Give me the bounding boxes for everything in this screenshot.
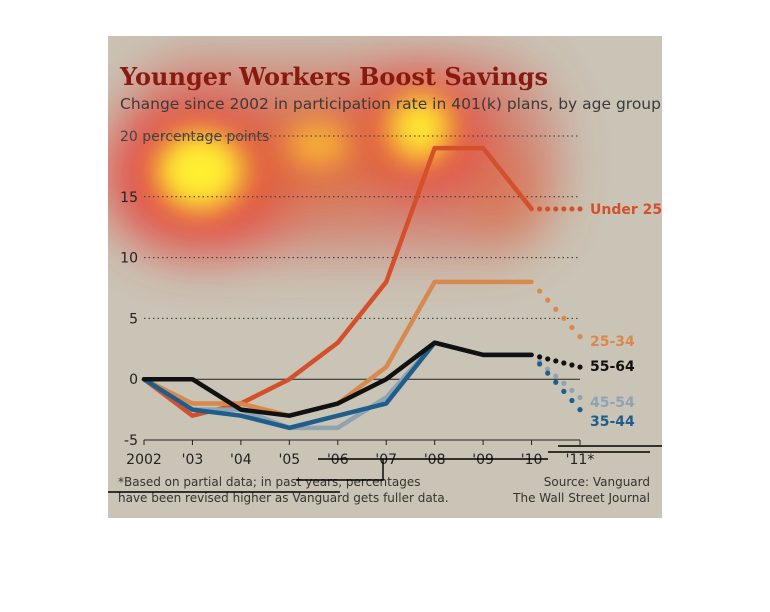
y-tick-label: 5 (129, 311, 138, 327)
series-dot (561, 388, 567, 394)
series-line (141, 279, 534, 418)
series-dot (577, 206, 583, 212)
series-dot (545, 356, 551, 362)
series-dot (553, 358, 559, 364)
series-dot (545, 297, 551, 303)
series-label: 55-64 (590, 359, 635, 375)
series-dot (537, 288, 543, 294)
y-tick-label: -5 (124, 433, 138, 449)
y-tick-label: 15 (120, 190, 138, 206)
series-dot (577, 334, 583, 340)
series-label: 45-54 (590, 395, 635, 411)
source-line-1: Source: Vanguard (543, 475, 650, 489)
footnote: *Based on partial data; in past years, p… (118, 474, 449, 506)
series-dot (553, 206, 559, 212)
source-line-2: The Wall Street Journal (513, 491, 650, 505)
chart-title: Younger Workers Boost Savings (120, 62, 549, 91)
series-dot (537, 206, 543, 212)
series-dot (569, 397, 575, 404)
series-dot (569, 324, 575, 331)
x-tick-label: '08 (424, 452, 446, 468)
series-dot (577, 407, 583, 413)
series-dot (561, 206, 567, 212)
x-tick-label: '10 (521, 452, 543, 468)
series-label: 25-34 (590, 334, 635, 350)
chart-subtitle: Change since 2002 in participation rate … (120, 95, 661, 113)
x-tick-label: '11* (566, 452, 595, 468)
y-unit-label: 20 percentage points (120, 129, 269, 145)
series-label: 35-44 (590, 414, 635, 430)
chart-panel: -5 0 5 10 15 20 percentage points 2002 '03 '04 '0… (108, 36, 662, 518)
x-tick-label: '09 (472, 452, 494, 468)
x-tick-label: '06 (327, 452, 349, 468)
footnote-line-1: *Based on partial data; in past years, p… (118, 475, 421, 489)
series-dot (537, 361, 543, 367)
footnote-line-2: have been revised higher as Vanguard get… (118, 491, 449, 505)
series-dot (553, 379, 559, 385)
x-tick-label: '05 (278, 452, 300, 468)
series-dot (569, 387, 575, 393)
source: Source: Vanguard The Wall Street Journal (513, 474, 650, 506)
series-dot (545, 206, 551, 212)
series-dot (577, 364, 583, 370)
series-dot (553, 373, 559, 379)
series-dot (569, 362, 575, 368)
series-dot (577, 394, 583, 401)
series-dot (553, 306, 559, 312)
y-tick-label: 0 (129, 372, 138, 388)
series-dot (569, 206, 575, 212)
x-tick-label: '07 (375, 452, 397, 468)
series-dot (545, 366, 551, 372)
x-tick-label: '04 (230, 452, 252, 468)
series-line (141, 340, 534, 418)
x-tick-label: 2002 (126, 452, 162, 468)
x-tick-label: '03 (182, 452, 204, 468)
series-dot (545, 370, 551, 376)
series-dot (561, 315, 567, 321)
series-dot (561, 380, 567, 386)
y-tick-label: 10 (120, 251, 138, 267)
line-chart: -5 0 5 10 15 20 percentage points 2002 '03 '04 '0… (120, 129, 662, 468)
series-dot (537, 354, 543, 360)
series-label: Under 25 (590, 202, 662, 218)
series-dot (561, 360, 567, 366)
